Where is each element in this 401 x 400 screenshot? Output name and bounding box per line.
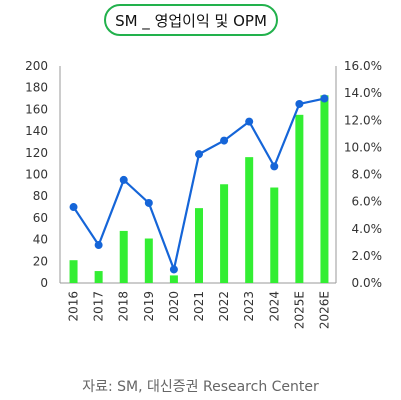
bar bbox=[320, 95, 329, 283]
y-left-tick-label: 200 bbox=[25, 59, 48, 73]
opm-point bbox=[144, 198, 153, 207]
y-right-tick-label: 14.0% bbox=[344, 86, 382, 100]
x-tick-label: 2020 bbox=[167, 291, 181, 322]
opm-point bbox=[245, 117, 254, 126]
y-left-tick-label: 20 bbox=[33, 254, 48, 268]
bar-series bbox=[69, 95, 329, 283]
bar bbox=[94, 271, 103, 283]
y-left-tick-label: 60 bbox=[33, 211, 48, 225]
bar bbox=[69, 260, 78, 283]
line-series bbox=[69, 94, 329, 274]
x-tick-label: 2022 bbox=[217, 291, 231, 322]
x-tick-label: 2024 bbox=[267, 291, 281, 322]
bar bbox=[270, 187, 279, 283]
y-left-tick-label: 80 bbox=[33, 189, 48, 203]
chart-title: SM _ 영업이익 및 OPM bbox=[104, 4, 278, 36]
bar bbox=[144, 238, 153, 283]
y-left-tick-label: 180 bbox=[25, 81, 48, 95]
opm-point bbox=[69, 203, 78, 212]
y-left-tick-label: 0 bbox=[40, 276, 48, 290]
y-right-tick-label: 6.0% bbox=[352, 195, 383, 209]
y-left-tick-label: 160 bbox=[25, 102, 48, 116]
opm-point bbox=[94, 241, 103, 250]
x-tick-label: 2018 bbox=[117, 291, 131, 322]
y-left-tick-label: 120 bbox=[25, 146, 48, 160]
y-right-tick-label: 0.0% bbox=[352, 276, 383, 290]
x-tick-label: 2025E bbox=[292, 291, 306, 329]
opm-point bbox=[119, 175, 128, 184]
y-left-tick-label: 40 bbox=[33, 233, 48, 247]
y-right-tick-label: 12.0% bbox=[344, 113, 382, 127]
y-left-tick-label: 140 bbox=[25, 124, 48, 138]
bar bbox=[169, 275, 178, 283]
opm-point bbox=[270, 162, 279, 171]
bar bbox=[295, 114, 304, 283]
y-left-tick-label: 100 bbox=[25, 168, 48, 182]
source-note: 자료: SM, 대신증권 Research Center bbox=[82, 379, 319, 395]
x-tick-label: 2019 bbox=[142, 291, 156, 322]
opm-point bbox=[295, 99, 304, 108]
x-tick-label: 2023 bbox=[242, 291, 256, 322]
y-right-tick-label: 2.0% bbox=[352, 249, 383, 263]
tick-labels: 0 20 40 60 80 100 120 140 160 180 200 0.0% 2.0% 4.0% 6… bbox=[25, 59, 382, 329]
y-right-tick-label: 10.0% bbox=[344, 140, 382, 154]
bar bbox=[195, 208, 203, 283]
y-right-tick-label: 16.0% bbox=[344, 59, 382, 73]
x-tick-label: 2017 bbox=[92, 291, 106, 322]
opm-point bbox=[220, 136, 229, 145]
x-tick-label: 2016 bbox=[67, 291, 81, 322]
x-tick-label: 2026E bbox=[317, 291, 331, 329]
opm-point bbox=[320, 94, 329, 103]
y-right-tick-label: 4.0% bbox=[352, 222, 383, 236]
x-tick-label: 2021 bbox=[192, 291, 206, 322]
bar bbox=[245, 157, 254, 283]
y-right-tick-label: 8.0% bbox=[352, 168, 383, 182]
opm-point bbox=[195, 150, 203, 159]
opm-point bbox=[169, 265, 178, 274]
bar bbox=[220, 184, 229, 283]
bar bbox=[119, 230, 128, 283]
